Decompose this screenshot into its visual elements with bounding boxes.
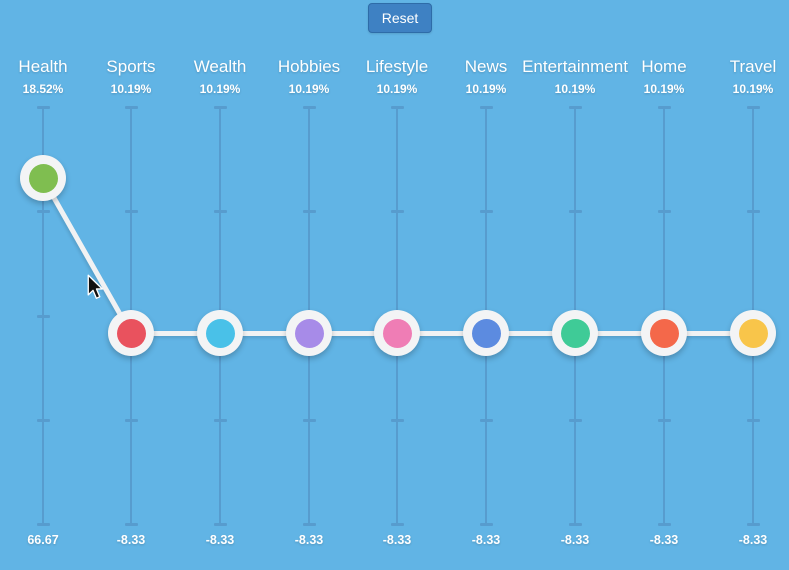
slider-dot — [649, 318, 679, 348]
slider-handle-travel[interactable] — [730, 310, 776, 356]
track-cap-top — [479, 106, 493, 109]
slider-dot — [205, 318, 235, 348]
track-cap-top — [568, 106, 582, 109]
track-tick — [36, 315, 50, 318]
slider-handle-hobbies[interactable] — [286, 310, 332, 356]
slider-dot — [28, 163, 58, 193]
slider-label: Travel — [729, 57, 777, 76]
track-tick — [213, 210, 227, 213]
track-cap-bottom — [36, 523, 50, 526]
slider-percent: 10.19% — [199, 82, 241, 96]
connector-line-horizontal — [131, 330, 753, 336]
track-cap-top — [302, 106, 316, 109]
slider-label: Home — [641, 57, 687, 76]
track-cap-bottom — [124, 523, 138, 526]
reset-button[interactable]: Reset — [368, 3, 432, 33]
track-cap-top — [36, 106, 50, 109]
track-tick — [36, 210, 50, 213]
slider-percent: 10.19% — [288, 82, 330, 96]
track-tick — [390, 419, 404, 422]
slider-value: -8.33 — [382, 533, 412, 547]
slider-percent: 10.19% — [110, 82, 152, 96]
track-tick — [36, 419, 50, 422]
slider-label: News — [464, 57, 508, 76]
slider-dot — [294, 318, 324, 348]
slider-column-health: Health 18.52% 66.67 — [0, 0, 87, 570]
track-tick — [213, 419, 227, 422]
track-tick — [302, 419, 316, 422]
track-tick — [568, 210, 582, 213]
slider-dot — [738, 318, 768, 348]
slider-value: -8.33 — [116, 533, 146, 547]
slider-dot — [560, 318, 590, 348]
slider-dot — [116, 318, 146, 348]
slider-percent: 10.19% — [732, 82, 774, 96]
slider-value: -8.33 — [471, 533, 501, 547]
slider-column-hobbies: Hobbies 10.19% -8.33 — [265, 0, 353, 570]
track-cap-top — [657, 106, 671, 109]
slider-handle-sports[interactable] — [108, 310, 154, 356]
slider-value: -8.33 — [294, 533, 324, 547]
track-cap-top — [390, 106, 404, 109]
track-tick — [124, 210, 138, 213]
slider-handle-home[interactable] — [641, 310, 687, 356]
track-cap-bottom — [302, 523, 316, 526]
track-tick — [746, 419, 760, 422]
slider-value: 66.67 — [27, 533, 59, 547]
track-tick — [302, 210, 316, 213]
slider-label: Health — [18, 57, 68, 76]
slider-percent: 10.19% — [643, 82, 685, 96]
track-tick — [124, 419, 138, 422]
track-tick — [390, 210, 404, 213]
slider-label: Hobbies — [277, 57, 341, 76]
track-cap-bottom — [657, 523, 671, 526]
slider-percent: 10.19% — [554, 82, 596, 96]
track-cap-bottom — [479, 523, 493, 526]
slider-column-news: News 10.19% -8.33 — [442, 0, 530, 570]
slider-handle-wealth[interactable] — [197, 310, 243, 356]
track-cap-top — [213, 106, 227, 109]
track-tick — [479, 210, 493, 213]
slider-value: -8.33 — [649, 533, 679, 547]
track-cap-top — [746, 106, 760, 109]
slider-value: -8.33 — [205, 533, 235, 547]
slider-percent: 10.19% — [376, 82, 418, 96]
slider-percent: 18.52% — [22, 82, 64, 96]
slider-label: Lifestyle — [365, 57, 429, 76]
slider-column-home: Home 10.19% -8.33 — [620, 0, 708, 570]
track-cap-bottom — [568, 523, 582, 526]
slider-label: Sports — [106, 57, 156, 76]
track-tick — [657, 210, 671, 213]
slider-label: Wealth — [193, 57, 247, 76]
slider-dot — [471, 318, 501, 348]
slider-column-entertainment: Entertainment 10.19% -8.33 — [522, 0, 628, 570]
slider-handle-entertainment[interactable] — [552, 310, 598, 356]
slider-handle-lifestyle[interactable] — [374, 310, 420, 356]
track-tick — [746, 210, 760, 213]
slider-column-lifestyle: Lifestyle 10.19% -8.33 — [353, 0, 441, 570]
slider-handle-news[interactable] — [463, 310, 509, 356]
track-cap-bottom — [213, 523, 227, 526]
slider-label: Entertainment — [522, 57, 628, 76]
track-tick — [657, 419, 671, 422]
slider-column-travel: Travel 10.19% -8.33 — [709, 0, 789, 570]
track-cap-bottom — [746, 523, 760, 526]
slider-handle-health[interactable] — [20, 155, 66, 201]
track-cap-bottom — [390, 523, 404, 526]
slider-track[interactable] — [36, 106, 50, 526]
track-cap-top — [124, 106, 138, 109]
slider-column-wealth: Wealth 10.19% -8.33 — [176, 0, 264, 570]
track-tick — [479, 419, 493, 422]
slider-percent: 10.19% — [465, 82, 507, 96]
track-tick — [568, 419, 582, 422]
slider-value: -8.33 — [738, 533, 768, 547]
slider-value: -8.33 — [560, 533, 590, 547]
slider-dot — [382, 318, 412, 348]
